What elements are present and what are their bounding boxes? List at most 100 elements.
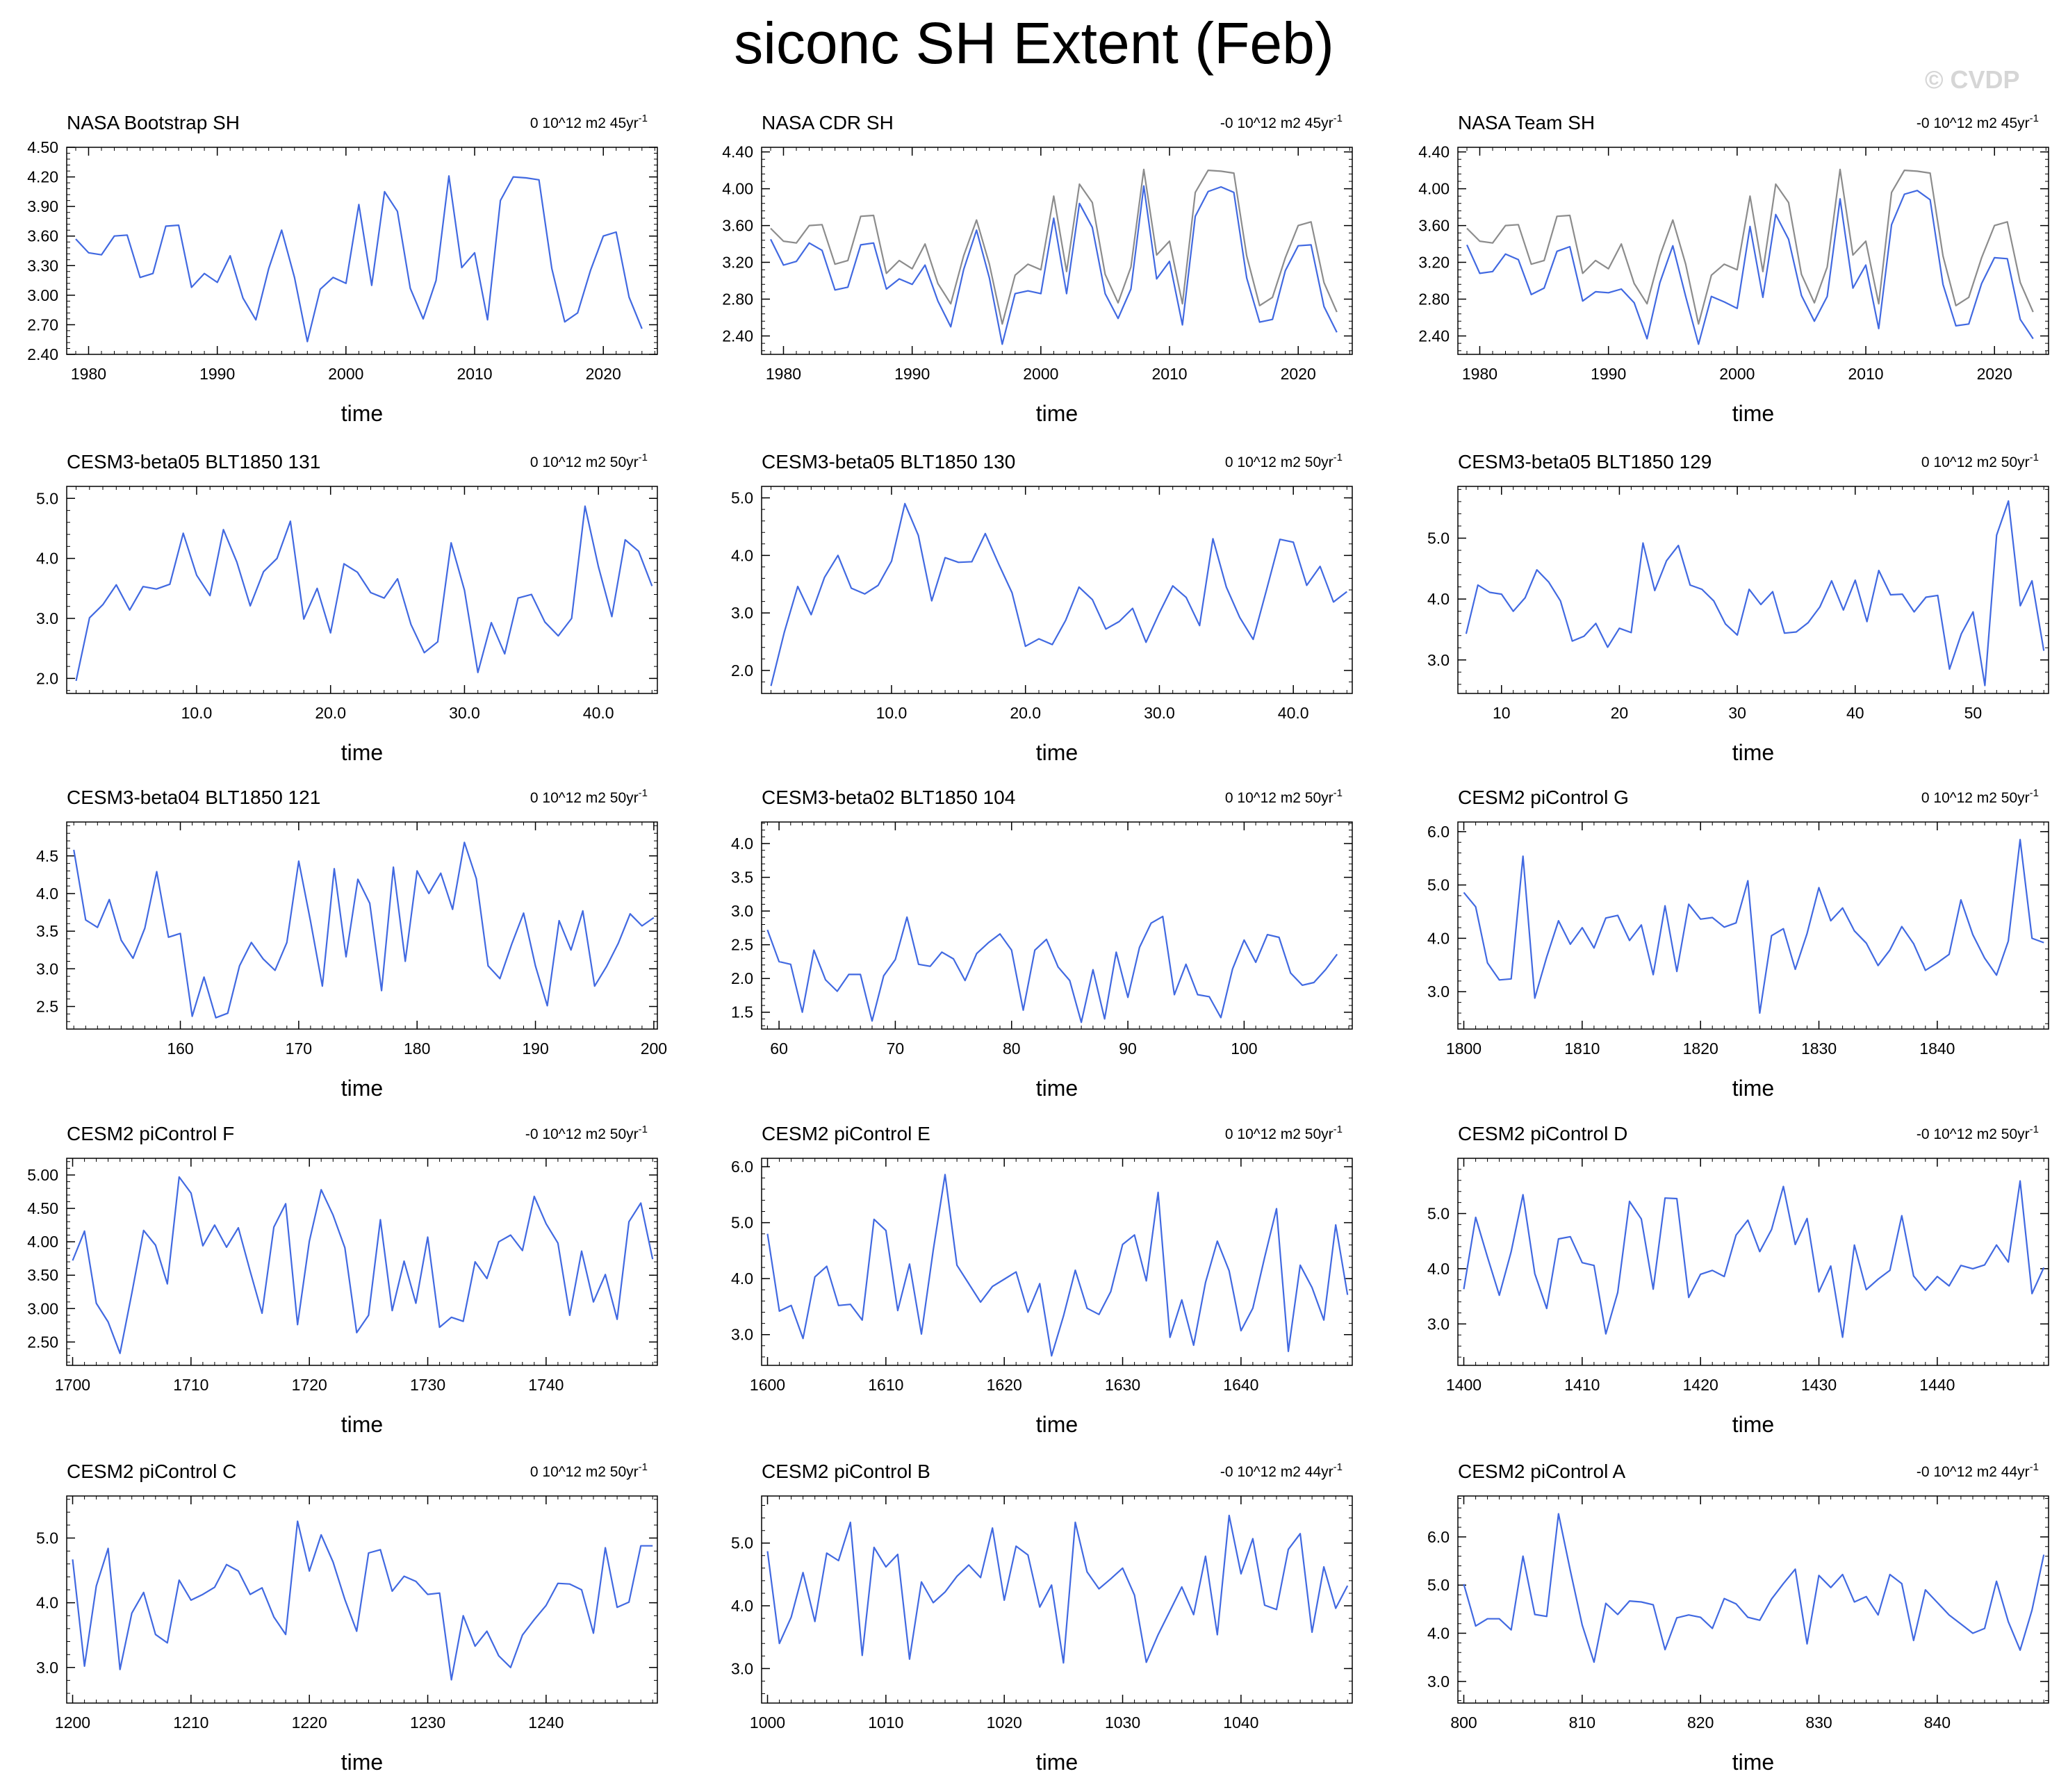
x-axis-label: time (341, 1412, 383, 1437)
plot-frame (761, 486, 1353, 694)
chart-title: CESM2 piControl B (762, 1461, 930, 1482)
y-tick-label: 4.00 (27, 1233, 58, 1251)
chart-panel: CESM3-beta05 BLT1850 129 0 10^12 m2 50yr-… (1427, 451, 2049, 765)
series-line-blue (1465, 500, 2045, 687)
x-tick-label: 1210 (173, 1713, 208, 1732)
x-tick-label: 10 (1493, 704, 1511, 722)
x-tick-label: 100 (1231, 1039, 1257, 1058)
trend-label: 0 10^12 m2 50yr-1 (1225, 1124, 1343, 1142)
x-tick-label: 1810 (1564, 1039, 1600, 1058)
minor-ticks (67, 486, 657, 693)
x-tick-label: 1430 (1801, 1376, 1837, 1394)
x-tick-label: 840 (1924, 1713, 1951, 1732)
chart-panel: CESM2 piControl C 0 10^12 m2 50yr-1 1200 12… (36, 1461, 658, 1775)
trend-exponent: -1 (1333, 113, 1343, 124)
y-tick-label: 3.60 (722, 217, 753, 235)
y-tick-label: 4.0 (36, 1594, 58, 1612)
x-tick-label: 2010 (1151, 365, 1187, 383)
chart-title: CESM3-beta05 BLT1850 129 (1458, 451, 1712, 472)
trend-label: -0 10^12 m2 44yr-1 (1917, 1461, 2039, 1480)
trend-text: 0 10^12 m2 50yr (1921, 454, 2030, 470)
trend-text: -0 10^12 m2 44yr (1220, 1464, 1333, 1480)
x-tick-label: 810 (1569, 1713, 1595, 1732)
series-line-blue (1463, 1180, 2045, 1338)
plot-frame (1457, 147, 2049, 355)
series-line-blue (75, 505, 653, 682)
y-tick-label: 2.50 (27, 1333, 58, 1351)
x-tick-label: 40.0 (583, 704, 614, 722)
x-tick-label: 170 (286, 1039, 312, 1058)
trend-label: -0 10^12 m2 50yr-1 (525, 1124, 648, 1142)
chart-title: CESM2 piControl C (67, 1461, 236, 1482)
x-tick-label: 1800 (1446, 1039, 1482, 1058)
y-tick-label: 3.50 (27, 1266, 58, 1284)
x-tick-label: 30 (1728, 704, 1746, 722)
x-tick-label: 2020 (1977, 365, 2012, 383)
x-tick-label: 830 (1805, 1713, 1832, 1732)
chart-title: CESM3-beta05 BLT1850 131 (67, 451, 320, 472)
series-line-blue (770, 185, 1338, 345)
y-tick-label: 3.0 (1427, 1315, 1450, 1333)
y-tick-label: 2.5 (36, 997, 58, 1015)
y-tick-label: 4.20 (27, 168, 58, 186)
chart-title: CESM2 piControl F (67, 1123, 234, 1144)
y-tick-label: 6.0 (731, 1158, 753, 1176)
y-tick-label: 5.0 (731, 1534, 753, 1552)
trend-label: 0 10^12 m2 50yr-1 (1225, 452, 1343, 470)
trend-text: 0 10^12 m2 50yr (530, 790, 639, 806)
chart-panel: CESM2 piControl A -0 10^12 m2 44yr-1 800 81… (1427, 1461, 2049, 1775)
y-tick-label: 3.0 (731, 1326, 753, 1344)
trend-label: 0 10^12 m2 50yr-1 (530, 787, 648, 806)
y-tick-label: 2.0 (731, 969, 753, 987)
chart-title: NASA Team SH (1458, 112, 1595, 133)
plot-frame (66, 147, 658, 355)
y-tick-label: 5.0 (1427, 1576, 1450, 1594)
trend-label: -0 10^12 m2 44yr-1 (1220, 1461, 1343, 1480)
plot-frame (1457, 1495, 2049, 1704)
x-tick-label: 10.0 (876, 704, 908, 722)
y-tick-label: 3.00 (27, 286, 58, 304)
y-tick-label: 2.80 (722, 290, 753, 309)
x-tick-label: 1740 (528, 1376, 564, 1394)
y-tick-label: 4.0 (1427, 1260, 1450, 1278)
x-tick-label: 1410 (1564, 1376, 1600, 1394)
trend-text: 0 10^12 m2 50yr (1225, 790, 1333, 806)
trend-exponent: -1 (2030, 1461, 2039, 1473)
y-tick-label: 2.40 (27, 345, 58, 363)
x-tick-label: 1440 (1919, 1376, 1955, 1394)
series-line-blue (73, 841, 655, 1019)
trend-exponent: -1 (2030, 1124, 2039, 1135)
x-tick-label: 2000 (1023, 365, 1058, 383)
minor-ticks (1458, 1158, 2049, 1365)
y-tick-label: 3.0 (36, 960, 58, 978)
minor-ticks (762, 486, 1352, 694)
series-line-blue (72, 1520, 653, 1681)
y-tick-label: 3.60 (27, 227, 58, 245)
y-tick-label: 5.0 (731, 489, 753, 507)
chart-panel: CESM2 piControl G 0 10^12 m2 50yr-1 1800 18… (1427, 787, 2049, 1101)
trend-text: -0 10^12 m2 44yr (1917, 1464, 2030, 1480)
x-tick-label: 1990 (1591, 365, 1626, 383)
chart-panel: NASA Team SH -0 10^12 m2 45yr-1 1980 1990 20… (1418, 112, 2049, 426)
trend-exponent: -1 (1333, 787, 1343, 799)
series-line-blue (766, 1514, 1349, 1664)
x-tick-label: 1020 (987, 1713, 1022, 1732)
x-tick-label: 20 (1611, 704, 1629, 722)
plot-frame (761, 147, 1353, 355)
x-axis-label: time (1036, 740, 1078, 765)
trend-exponent: -1 (1333, 1124, 1343, 1135)
y-tick-label: 3.00 (27, 1299, 58, 1317)
trend-text: -0 10^12 m2 45yr (1917, 115, 2030, 131)
y-tick-label: 4.0 (731, 1597, 753, 1615)
plot-frame (1457, 821, 2049, 1030)
x-tick-label: 1000 (750, 1713, 785, 1732)
plot-frame (66, 1158, 658, 1366)
trend-label: 0 10^12 m2 50yr-1 (530, 1461, 648, 1480)
y-tick-label: 3.5 (731, 869, 753, 887)
y-tick-label: 1.5 (731, 1003, 753, 1021)
x-tick-label: 2000 (1719, 365, 1755, 383)
chart-panel: NASA Bootstrap SH 0 10^12 m2 45yr-1 1980 19… (27, 112, 658, 426)
x-axis-label: time (1036, 401, 1078, 426)
x-tick-label: 20.0 (315, 704, 346, 722)
